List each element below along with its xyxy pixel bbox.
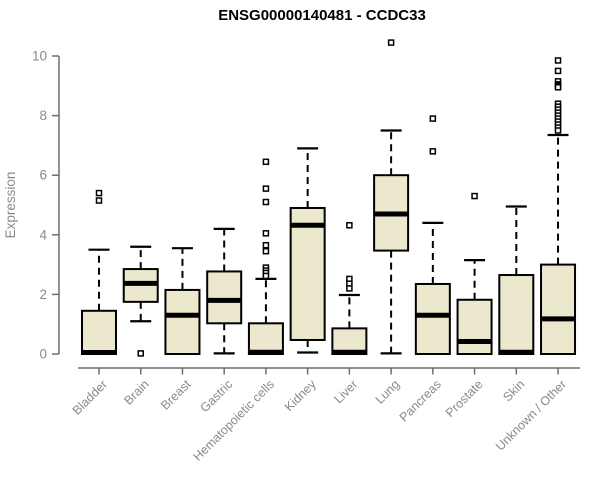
outlier-point [429, 115, 437, 122]
outlier-point [554, 57, 562, 64]
x-category-label: Liver [331, 377, 360, 406]
x-category-label: Skin [500, 377, 527, 404]
box-iqr [498, 274, 535, 355]
y-tick-label: 2 [39, 287, 47, 302]
x-category-label: Gastric [197, 377, 235, 415]
outlier-point [262, 198, 270, 206]
y-tick-label: 0 [39, 347, 47, 362]
y-axis-label: Expression [3, 172, 18, 239]
outlier-point [471, 192, 478, 200]
outlier-point [346, 285, 353, 292]
outlier-point [137, 350, 144, 357]
box-group [206, 227, 243, 355]
y-tick-label: 6 [39, 168, 47, 183]
outlier-point [262, 247, 270, 255]
outlier-point [387, 39, 395, 46]
box-group [247, 158, 284, 355]
box-group [289, 147, 326, 354]
box-group [373, 39, 410, 355]
outlier-point [429, 148, 437, 155]
outlier-point [554, 84, 562, 91]
chart-title: ENSG00000140481 - CCDC33 [218, 7, 426, 24]
box-iqr [206, 270, 243, 325]
x-category-label: Kidney [282, 377, 319, 414]
x-category-label: Brain [121, 377, 152, 408]
box-group [164, 247, 201, 355]
y-tick-label: 4 [39, 227, 47, 242]
box-group [122, 245, 159, 357]
box-group [456, 192, 493, 356]
box-iqr [456, 298, 493, 356]
outlier-point [554, 127, 562, 134]
box-iqr [81, 309, 117, 356]
box-group [498, 205, 535, 355]
y-tick-label: 8 [39, 108, 47, 123]
x-category-label: Hematopoietic cells [190, 377, 277, 464]
box-iqr [289, 206, 326, 341]
box-iqr [247, 322, 284, 355]
y-tick-label: 10 [32, 49, 47, 64]
x-category-label: Lung [373, 377, 403, 407]
outlier-point [95, 197, 103, 204]
x-category-label: Unknown / Other [493, 377, 569, 453]
outlier-point [262, 230, 270, 237]
x-category-label: Breast [158, 377, 194, 413]
x-category-label: Bladder [70, 377, 110, 417]
outlier-point [262, 158, 270, 166]
outlier-point [346, 222, 353, 229]
box-series [81, 39, 577, 357]
outlier-point [262, 272, 270, 280]
box-group [81, 189, 117, 356]
outlier-point [262, 185, 270, 192]
outlier-point [95, 189, 103, 197]
box-iqr [540, 263, 577, 356]
box-group [414, 115, 451, 355]
x-category-label: Prostate [443, 377, 486, 420]
outlier-point [262, 241, 270, 249]
box-group [540, 57, 577, 356]
box-iqr [164, 288, 201, 355]
x-category-label: Pancreas [397, 377, 444, 424]
box-iqr [414, 282, 451, 355]
box-group [331, 222, 368, 356]
outlier-point [554, 67, 562, 75]
